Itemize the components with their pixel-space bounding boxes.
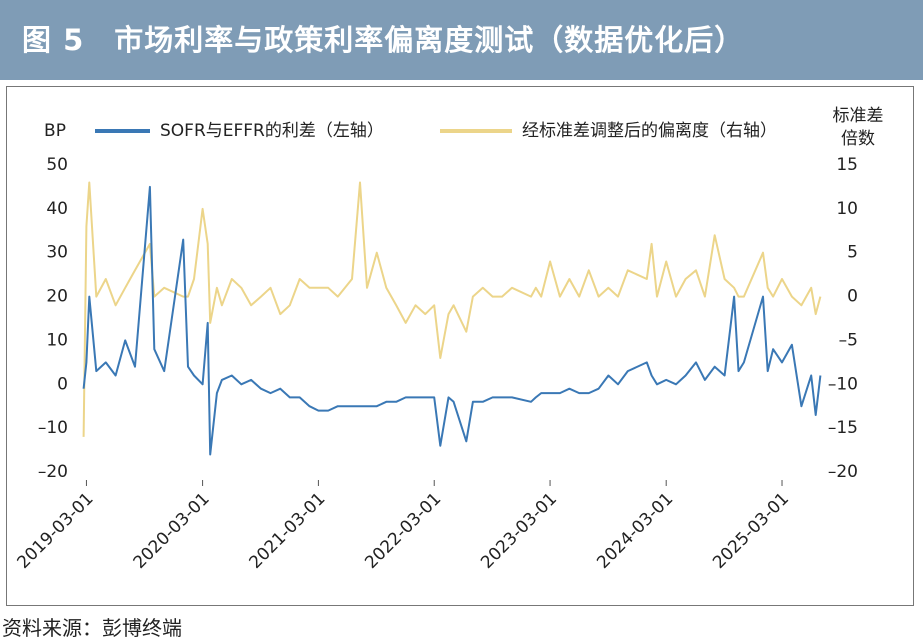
x-tick-label: 2023-03-01 [477,489,561,573]
y-tick-label: 20 [46,287,68,307]
y2-tick-label: –20 [828,462,858,482]
y2-tick-label: 15 [836,155,858,175]
legend-label: 经标准差调整后的偏离度（右轴） [522,121,777,141]
x-tick-label: 2024-03-01 [593,489,677,573]
y2-tick-label: –15 [828,418,858,438]
y-tick-label: 30 [46,243,68,263]
y-tick-label: 40 [46,199,68,219]
y-tick-label: 10 [46,330,68,350]
y-axis-label: BP [44,121,66,141]
y-tick-label: 0 [57,374,68,394]
y2-tick-label: 0 [847,287,858,307]
series-line [82,181,822,437]
x-tick-label: 2021-03-01 [245,489,329,573]
x-tick-label: 2020-03-01 [130,489,214,573]
y2-tick-label: –10 [828,374,858,394]
y2-tick-label: 10 [836,199,858,219]
x-tick-label: 2025-03-01 [709,489,793,573]
y-tick-label: –20 [38,462,68,482]
source-note: 资料来源：彭博终端 [2,616,182,640]
y2-tick-label: –5 [839,330,858,350]
chart-frame [6,86,914,606]
legend-label: SOFR与EFFR的利差（左轴） [160,121,384,141]
x-tick-label: 2019-03-01 [14,489,98,573]
y-tick-label: 50 [46,155,68,175]
chart-title: 图 5 市场利率与政策利率偏离度测试（数据优化后） [22,23,745,57]
series-line [82,185,822,456]
y2-axis-label: 标准差倍数 [832,106,884,149]
y2-tick-label: 5 [847,243,858,263]
x-tick-label: 2022-03-01 [361,489,445,573]
y-tick-label: –10 [38,418,68,438]
title-bar: 图 5 市场利率与政策利率偏离度测试（数据优化后） [0,0,923,80]
